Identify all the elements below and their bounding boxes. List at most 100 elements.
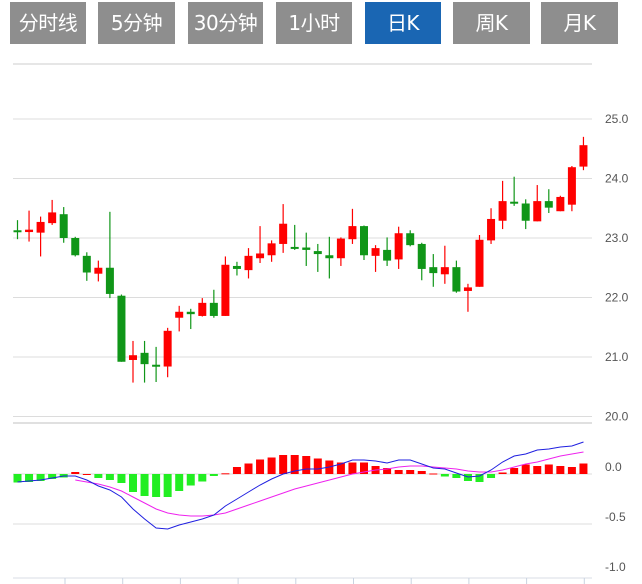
candle-body [475,239,484,287]
candle-up [579,136,588,171]
macd-histogram-bar [221,473,230,475]
macd-histogram-bar [417,471,426,474]
candle-up [556,195,565,212]
macd-histogram-bar [498,472,507,474]
candle-body [510,201,519,204]
candle-body [186,311,195,315]
macd-histogram-bar [71,472,80,474]
candle-up [25,210,34,242]
candle-down [71,236,80,257]
macd-histogram-bar [556,466,565,474]
macd-histogram-bar [186,474,195,486]
candle-body [544,201,553,208]
candle-up [94,260,103,282]
candle-down [429,254,438,287]
candle-up [244,248,253,279]
macd-histogram-bar [48,474,57,479]
candle-body [302,247,311,250]
candle-body [48,212,57,224]
candle-body [521,203,530,221]
candle-body [13,230,22,233]
macd-histogram-bar [82,474,91,475]
candle-down [452,260,461,293]
candle-body [140,352,149,365]
candle-down [82,252,91,281]
tab-1-hour[interactable]: 1小时 [276,2,352,44]
candle-down [406,230,415,247]
macd-histogram-bar [117,474,126,483]
macd-histogram-bar [567,467,576,474]
candle-down [105,211,114,299]
candle-body [348,226,357,240]
candle-down [510,176,519,206]
candle-body [567,167,576,205]
candle-up [48,199,57,225]
tab-weekly-k[interactable]: 周K [453,2,530,44]
candle-up [36,216,45,257]
candle-body [463,287,472,291]
macd-histogram-bar [256,459,265,474]
candle-body [533,201,542,222]
candle-down [140,340,149,383]
candle-up [498,180,507,230]
candle-body [198,302,207,316]
candle-down [186,308,195,330]
candle-body [105,267,114,294]
tab-5-minute[interactable]: 5分钟 [98,2,175,44]
candle-down [325,236,334,279]
macd-panel [13,441,588,530]
candle-body [267,243,276,256]
candle-up [336,237,345,266]
candle-body [579,145,588,167]
price-tick-label: 23.0 [605,231,629,245]
candle-body [279,223,288,244]
macd-histogram-bar [105,474,114,480]
candle-up [440,245,449,284]
macd-histogram-bar [175,474,184,491]
candle-body [59,214,68,238]
candle-body [290,246,299,249]
candle-body [82,255,91,273]
candle-body [360,226,368,256]
tab-minute-line[interactable]: 分时线 [10,2,86,44]
candle-down [209,289,218,318]
candle-up [279,204,288,253]
macd-histogram-bar [279,455,288,474]
candle-down [521,199,530,230]
candle-up [198,298,207,317]
candle-down [383,237,392,266]
candle-body [325,255,334,259]
tab-monthly-k[interactable]: 月K [541,2,618,44]
candle-body [256,253,265,259]
candle-body [94,267,103,274]
candle-body [394,233,403,260]
candle-body [129,355,137,360]
macd-histogram-bar [360,462,368,474]
candle-up [175,305,184,332]
candle-body [313,251,322,255]
macd-histogram-bar [290,455,299,474]
price-grid: 25.0 24.0 23.0 22.0 21.0 20.0 [13,112,629,424]
candle-up [394,226,403,269]
candle-body [221,264,230,316]
macd-histogram-bar [440,474,449,477]
macd-histogram-bar [487,474,496,478]
candle-up [256,226,265,263]
tab-daily-k[interactable]: 日K [365,2,441,44]
candle-up [163,327,172,378]
candle-down [313,243,322,272]
macd-histogram-bar [406,470,415,474]
macd-histogram-bar [152,474,161,497]
candle-down [117,294,126,362]
macd-grid: 0.0 -0.5 -1.0 [13,460,626,574]
tab-30-minute[interactable]: 30分钟 [188,2,263,44]
candle-body [498,201,507,221]
macd-histogram-bar [163,474,172,497]
candle-body [244,255,253,271]
x-axis-ticks [64,578,585,584]
macd-histogram-bar [94,474,103,478]
candle-down [417,242,426,281]
macd-tick-label: -0.5 [605,510,626,524]
macd-tick-label: 0.0 [605,460,622,474]
